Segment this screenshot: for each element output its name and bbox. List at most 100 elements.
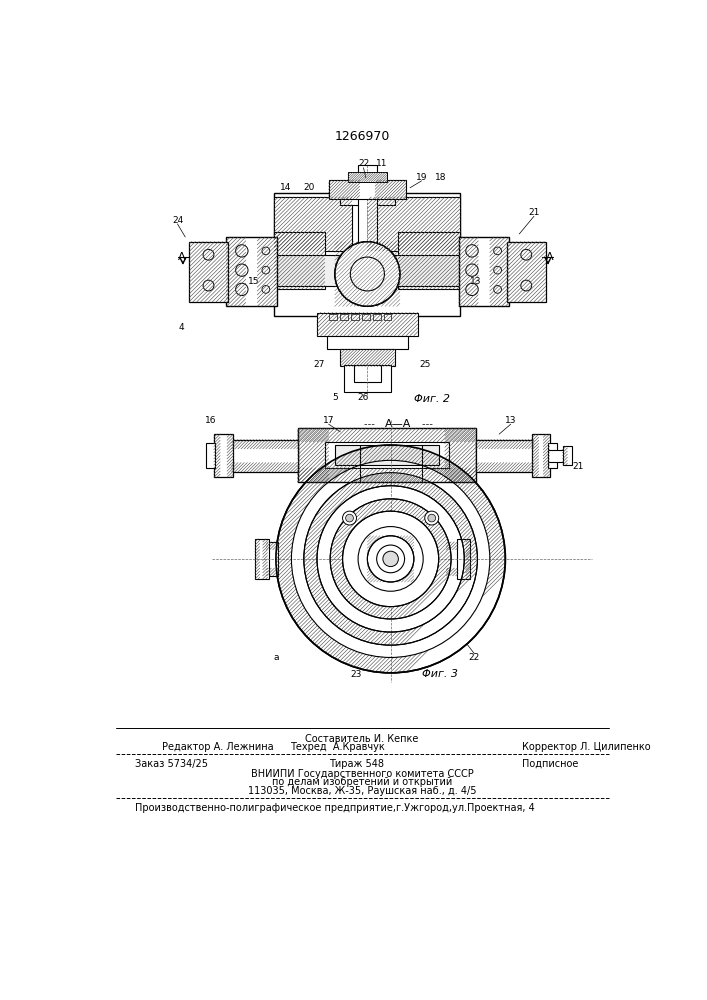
Text: Корректор Л. Цилипенко: Корректор Л. Цилипенко: [522, 742, 651, 752]
Bar: [358, 165, 377, 288]
Circle shape: [235, 283, 248, 296]
Bar: [226, 237, 276, 306]
Bar: [354, 365, 380, 382]
Text: 20: 20: [303, 183, 315, 192]
Bar: [548, 450, 565, 462]
Bar: [255, 539, 269, 579]
Bar: [507, 242, 546, 302]
Text: Составитель И. Кепке: Составитель И. Кепке: [305, 734, 419, 744]
Text: по делам изобретений и открытий: по делам изобретений и открытий: [271, 777, 452, 787]
Circle shape: [493, 286, 501, 293]
Text: 4: 4: [179, 323, 185, 332]
Text: 18: 18: [436, 173, 447, 182]
Text: 14: 14: [280, 183, 292, 192]
Circle shape: [235, 245, 248, 257]
Bar: [563, 446, 572, 465]
Text: 26: 26: [358, 393, 369, 402]
Text: 22: 22: [358, 159, 369, 168]
Text: A: A: [546, 252, 554, 262]
Bar: [274, 232, 325, 289]
Bar: [232, 440, 298, 472]
Circle shape: [351, 257, 385, 291]
Text: Редактор А. Лежнина: Редактор А. Лежнина: [162, 742, 274, 752]
Bar: [457, 539, 470, 579]
Text: 16: 16: [205, 416, 216, 425]
Bar: [348, 172, 387, 182]
Circle shape: [466, 245, 478, 257]
Circle shape: [425, 511, 439, 525]
Bar: [335, 445, 438, 465]
Text: 15: 15: [247, 277, 259, 286]
Text: Тираж 548: Тираж 548: [329, 759, 384, 769]
Circle shape: [383, 551, 398, 567]
Text: Φиг. 2: Φиг. 2: [414, 394, 450, 404]
Circle shape: [203, 280, 214, 291]
Bar: [373, 314, 380, 320]
Circle shape: [493, 266, 501, 274]
Circle shape: [358, 527, 423, 591]
Circle shape: [276, 445, 506, 673]
Circle shape: [377, 545, 404, 573]
Circle shape: [317, 486, 464, 632]
Bar: [362, 314, 370, 320]
Bar: [368, 197, 460, 251]
Circle shape: [335, 242, 400, 306]
Bar: [274, 193, 460, 316]
Bar: [340, 314, 348, 320]
Circle shape: [466, 283, 478, 296]
Circle shape: [262, 286, 270, 293]
Circle shape: [235, 264, 248, 276]
Text: 24: 24: [172, 216, 183, 225]
Bar: [298, 428, 476, 482]
Bar: [274, 255, 460, 286]
Text: 27: 27: [314, 360, 325, 369]
Bar: [267, 542, 279, 576]
Circle shape: [330, 499, 451, 619]
Text: 17: 17: [323, 416, 334, 425]
Bar: [329, 180, 406, 199]
Circle shape: [466, 264, 478, 276]
Text: 25: 25: [420, 360, 431, 369]
Bar: [351, 314, 359, 320]
Circle shape: [304, 473, 477, 645]
Text: Техред  А.Кравчук: Техред А.Кравчук: [290, 742, 385, 752]
Text: A: A: [177, 252, 185, 262]
Text: A—A: A—A: [385, 419, 411, 429]
Circle shape: [343, 511, 356, 525]
Text: 1266970: 1266970: [334, 130, 390, 143]
Bar: [446, 542, 458, 576]
Bar: [214, 434, 233, 477]
Text: Производственно-полиграфическое предприятие,г.Ужгород,ул.Проектная, 4: Производственно-полиграфическое предприя…: [135, 803, 534, 813]
Bar: [206, 443, 216, 468]
Bar: [476, 440, 534, 472]
Text: 13: 13: [470, 277, 481, 286]
Text: 21: 21: [573, 462, 584, 471]
Circle shape: [262, 266, 270, 274]
Bar: [532, 434, 549, 477]
Circle shape: [346, 514, 354, 522]
Text: 11: 11: [375, 159, 387, 168]
Bar: [398, 232, 460, 289]
Bar: [384, 314, 392, 320]
Circle shape: [203, 249, 214, 260]
Text: ВНИИПИ Государственного комитета СССР: ВНИИПИ Государственного комитета СССР: [250, 769, 473, 779]
Text: 13: 13: [505, 416, 517, 425]
Bar: [340, 349, 395, 366]
Bar: [344, 365, 391, 392]
Bar: [459, 237, 509, 306]
Bar: [548, 443, 557, 468]
Bar: [189, 242, 228, 302]
Bar: [340, 182, 395, 205]
Text: Φиг. 3: Φиг. 3: [421, 669, 457, 679]
Circle shape: [521, 280, 532, 291]
Circle shape: [493, 247, 501, 255]
Text: 113035, Москва, Ж-35, Раушская наб., д. 4/5: 113035, Москва, Ж-35, Раушская наб., д. …: [247, 786, 477, 796]
Text: 21: 21: [528, 208, 539, 217]
Circle shape: [343, 511, 438, 607]
Circle shape: [368, 536, 414, 582]
Bar: [325, 442, 449, 468]
Circle shape: [428, 514, 436, 522]
Bar: [274, 197, 352, 251]
Circle shape: [521, 249, 532, 260]
Bar: [317, 312, 418, 336]
